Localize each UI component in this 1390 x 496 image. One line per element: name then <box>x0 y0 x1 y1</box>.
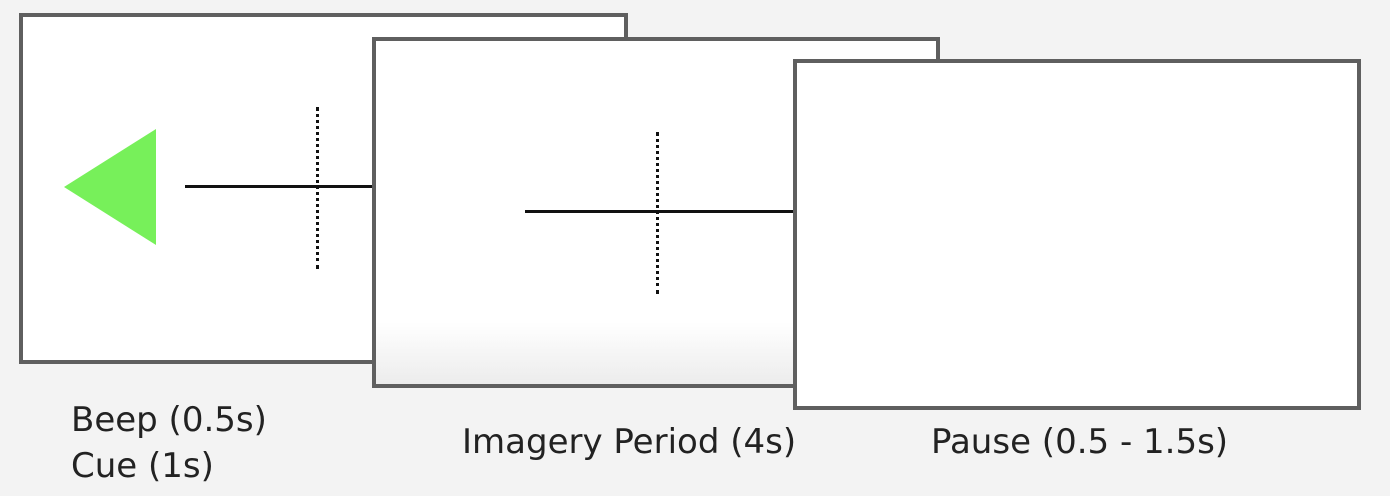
pause-screen-panel <box>793 59 1361 410</box>
imagery-period-label: Imagery Period (4s) <box>462 422 797 462</box>
cue-label: Cue (1s) <box>71 446 214 486</box>
beep-label: Beep (0.5s) <box>71 400 267 440</box>
fixation-cross-vertical <box>656 132 659 294</box>
left-arrow-cue-icon <box>64 129 156 245</box>
pause-label: Pause (0.5 - 1.5s) <box>931 422 1229 462</box>
fixation-cross-vertical <box>316 107 319 269</box>
fixation-cross-horizontal <box>525 210 795 213</box>
